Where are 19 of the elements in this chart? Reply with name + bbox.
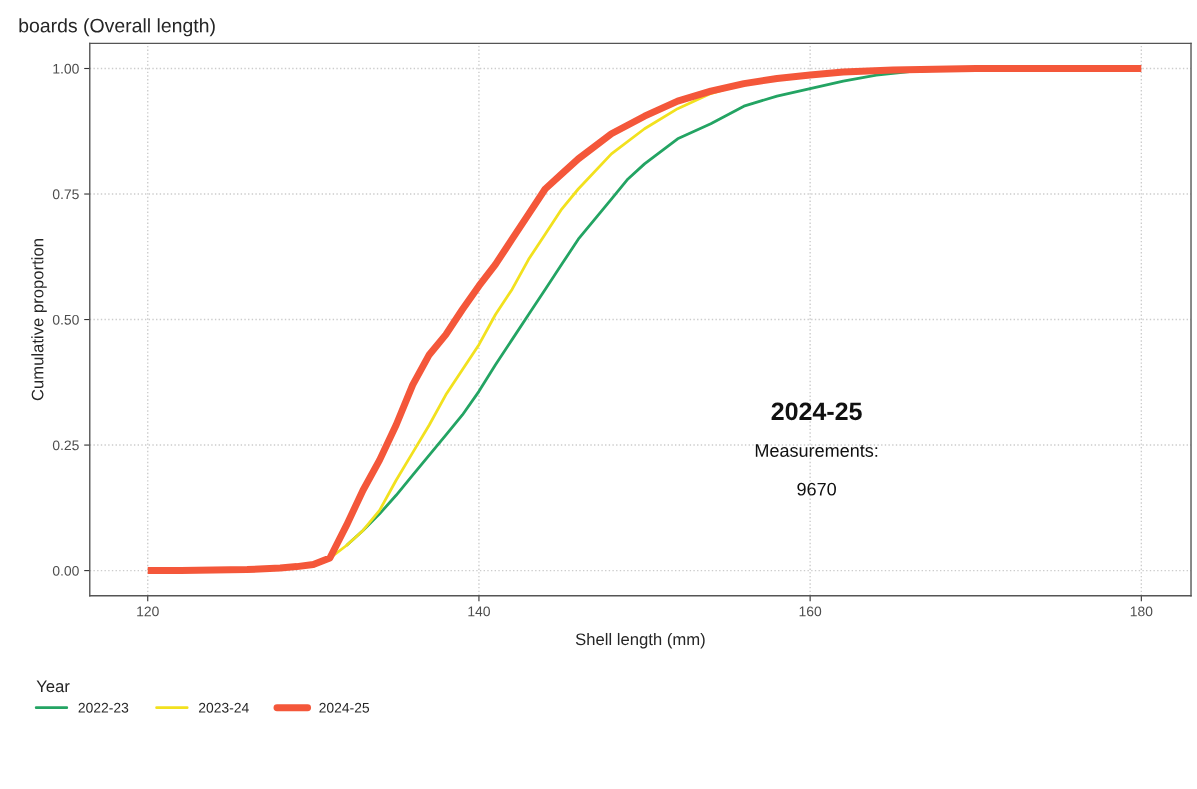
chart-title: boards (Overall length) <box>19 18 215 37</box>
x-tick-label: 120 <box>137 606 159 617</box>
x-tick-label: 160 <box>799 606 822 617</box>
legend-title: Year <box>36 680 70 693</box>
y-tick-label: 0.00 <box>52 565 79 576</box>
annotation: 2024-25 <box>771 402 862 421</box>
x-axis-title: Shell length (mm) <box>575 632 705 649</box>
y-tick-label: 1.00 <box>53 63 79 74</box>
annotation: Measurements: <box>755 444 878 457</box>
annotation: 9670 <box>797 482 836 496</box>
y-tick-label: 0.25 <box>52 440 79 451</box>
y-tick-label: 0.50 <box>52 314 79 325</box>
x-tick-label: 180 <box>1130 606 1153 617</box>
legend-label: 2024-25 <box>319 702 370 713</box>
legend-label: 2022-23 <box>78 702 129 713</box>
y-axis-title: Cumulative proportion <box>31 239 47 401</box>
y-tick-label: 0.75 <box>52 189 79 200</box>
legend-label: 2023-24 <box>198 702 249 713</box>
x-tick-label: 140 <box>468 606 490 617</box>
